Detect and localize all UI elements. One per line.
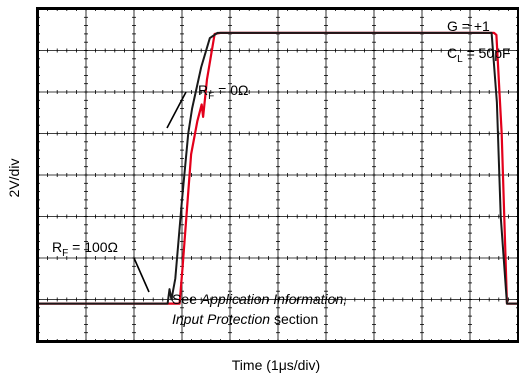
series-layer	[38, 31, 518, 305]
x-axis-label: Time (1μs/div)	[232, 357, 320, 373]
y-axis-label: 2V/div	[6, 159, 22, 198]
note-line-2: Input Protection section	[172, 311, 318, 327]
rf0-label: RF = 0Ω	[198, 82, 248, 102]
gain-condition: G = +1	[447, 18, 490, 34]
series-line-rf0	[38, 31, 518, 305]
rf100-leader-line	[133, 257, 150, 293]
rf100-label: RF = 100Ω	[52, 239, 118, 259]
load-condition: CL = 50pF	[447, 45, 511, 65]
rf0-leader-line	[166, 91, 187, 129]
note-line-1: See Application Information,	[172, 291, 347, 307]
series-line-rf100	[38, 31, 518, 305]
